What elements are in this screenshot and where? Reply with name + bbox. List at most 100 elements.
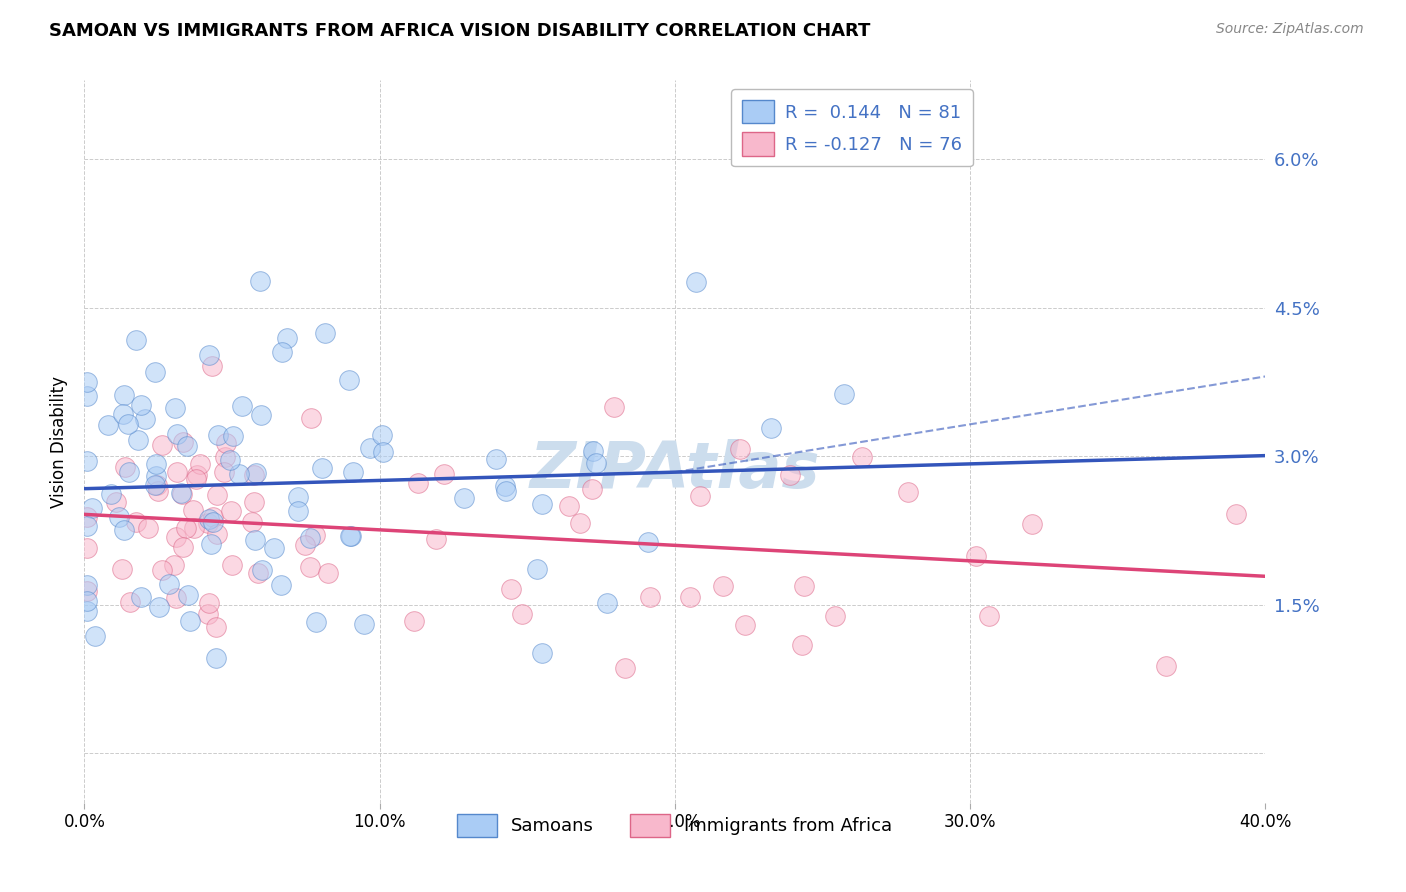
Point [200,537,222,551]
Point [84,629,107,643]
Point [198,596,221,610]
Point [145,469,167,483]
Point [510,607,533,622]
Point [485,452,508,467]
Point [221,429,243,443]
Point [728,442,751,456]
Point [214,450,236,464]
Point [146,478,169,492]
Point [526,562,548,576]
Point [530,646,553,660]
Point [143,478,166,492]
Point [107,509,129,524]
Point [201,359,224,373]
Point [97,417,120,432]
Point [603,400,626,414]
Point [176,439,198,453]
Point [148,600,170,615]
Point [183,521,205,535]
Point [585,456,607,470]
Point [240,515,263,529]
Point [276,331,298,345]
Point [172,435,194,450]
Point [406,475,429,490]
Text: Source: ZipAtlas.com: Source: ZipAtlas.com [1216,22,1364,37]
Point [197,512,219,526]
Point [832,386,855,401]
Point [711,579,734,593]
Point [243,533,266,547]
Point [637,535,659,549]
Point [371,445,394,459]
Point [150,438,173,452]
Point [243,467,266,482]
Point [82,501,104,516]
Point [734,618,756,632]
Point [314,326,336,340]
Point [311,460,333,475]
Point [638,590,661,604]
Point [337,373,360,387]
Point [212,465,235,479]
Point [339,529,361,543]
Point [76,454,98,468]
Point [148,484,170,499]
Point [294,538,316,552]
Point [316,566,339,580]
Point [125,334,148,348]
Point [897,484,920,499]
Point [129,398,152,412]
Point [136,521,159,535]
Point [287,503,309,517]
Point [205,488,228,502]
Point [125,515,148,529]
Point [231,399,253,413]
Point [790,639,813,653]
Point [339,529,361,543]
Point [299,559,322,574]
Point [76,541,98,556]
Point [114,459,136,474]
Point [105,494,128,508]
Point [197,348,219,362]
Point [172,540,194,554]
Point [979,608,1001,623]
Point [221,558,243,573]
Point [186,472,208,486]
Point [197,607,219,621]
Point [250,408,273,422]
Point [215,436,238,450]
Point [176,520,198,534]
Point [219,452,242,467]
Point [186,468,208,483]
Point [172,487,194,501]
Point [582,444,605,458]
Point [359,442,381,456]
Text: SAMOAN VS IMMIGRANTS FROM AFRICA VISION DISABILITY CORRELATION CHART: SAMOAN VS IMMIGRANTS FROM AFRICA VISION … [49,22,870,40]
Point [166,427,188,442]
Point [204,620,226,634]
Point [163,401,186,415]
Point [243,495,266,509]
Point [595,596,617,610]
Point [689,489,711,503]
Point [118,465,141,479]
Point [1225,507,1247,521]
Point [76,510,98,524]
Point [76,593,98,607]
Point [197,516,219,530]
Point [501,582,523,597]
Point [111,562,134,576]
Legend: Samoans, Immigrants from Africa: Samoans, Immigrants from Africa [450,806,900,845]
Point [165,531,187,545]
Point [111,407,134,421]
Point [678,591,700,605]
Point [117,417,139,432]
Point [851,450,873,464]
Point [453,491,475,505]
Point [170,486,193,500]
Point [558,499,581,513]
Point [353,616,375,631]
Point [404,614,426,628]
Point [188,457,211,471]
